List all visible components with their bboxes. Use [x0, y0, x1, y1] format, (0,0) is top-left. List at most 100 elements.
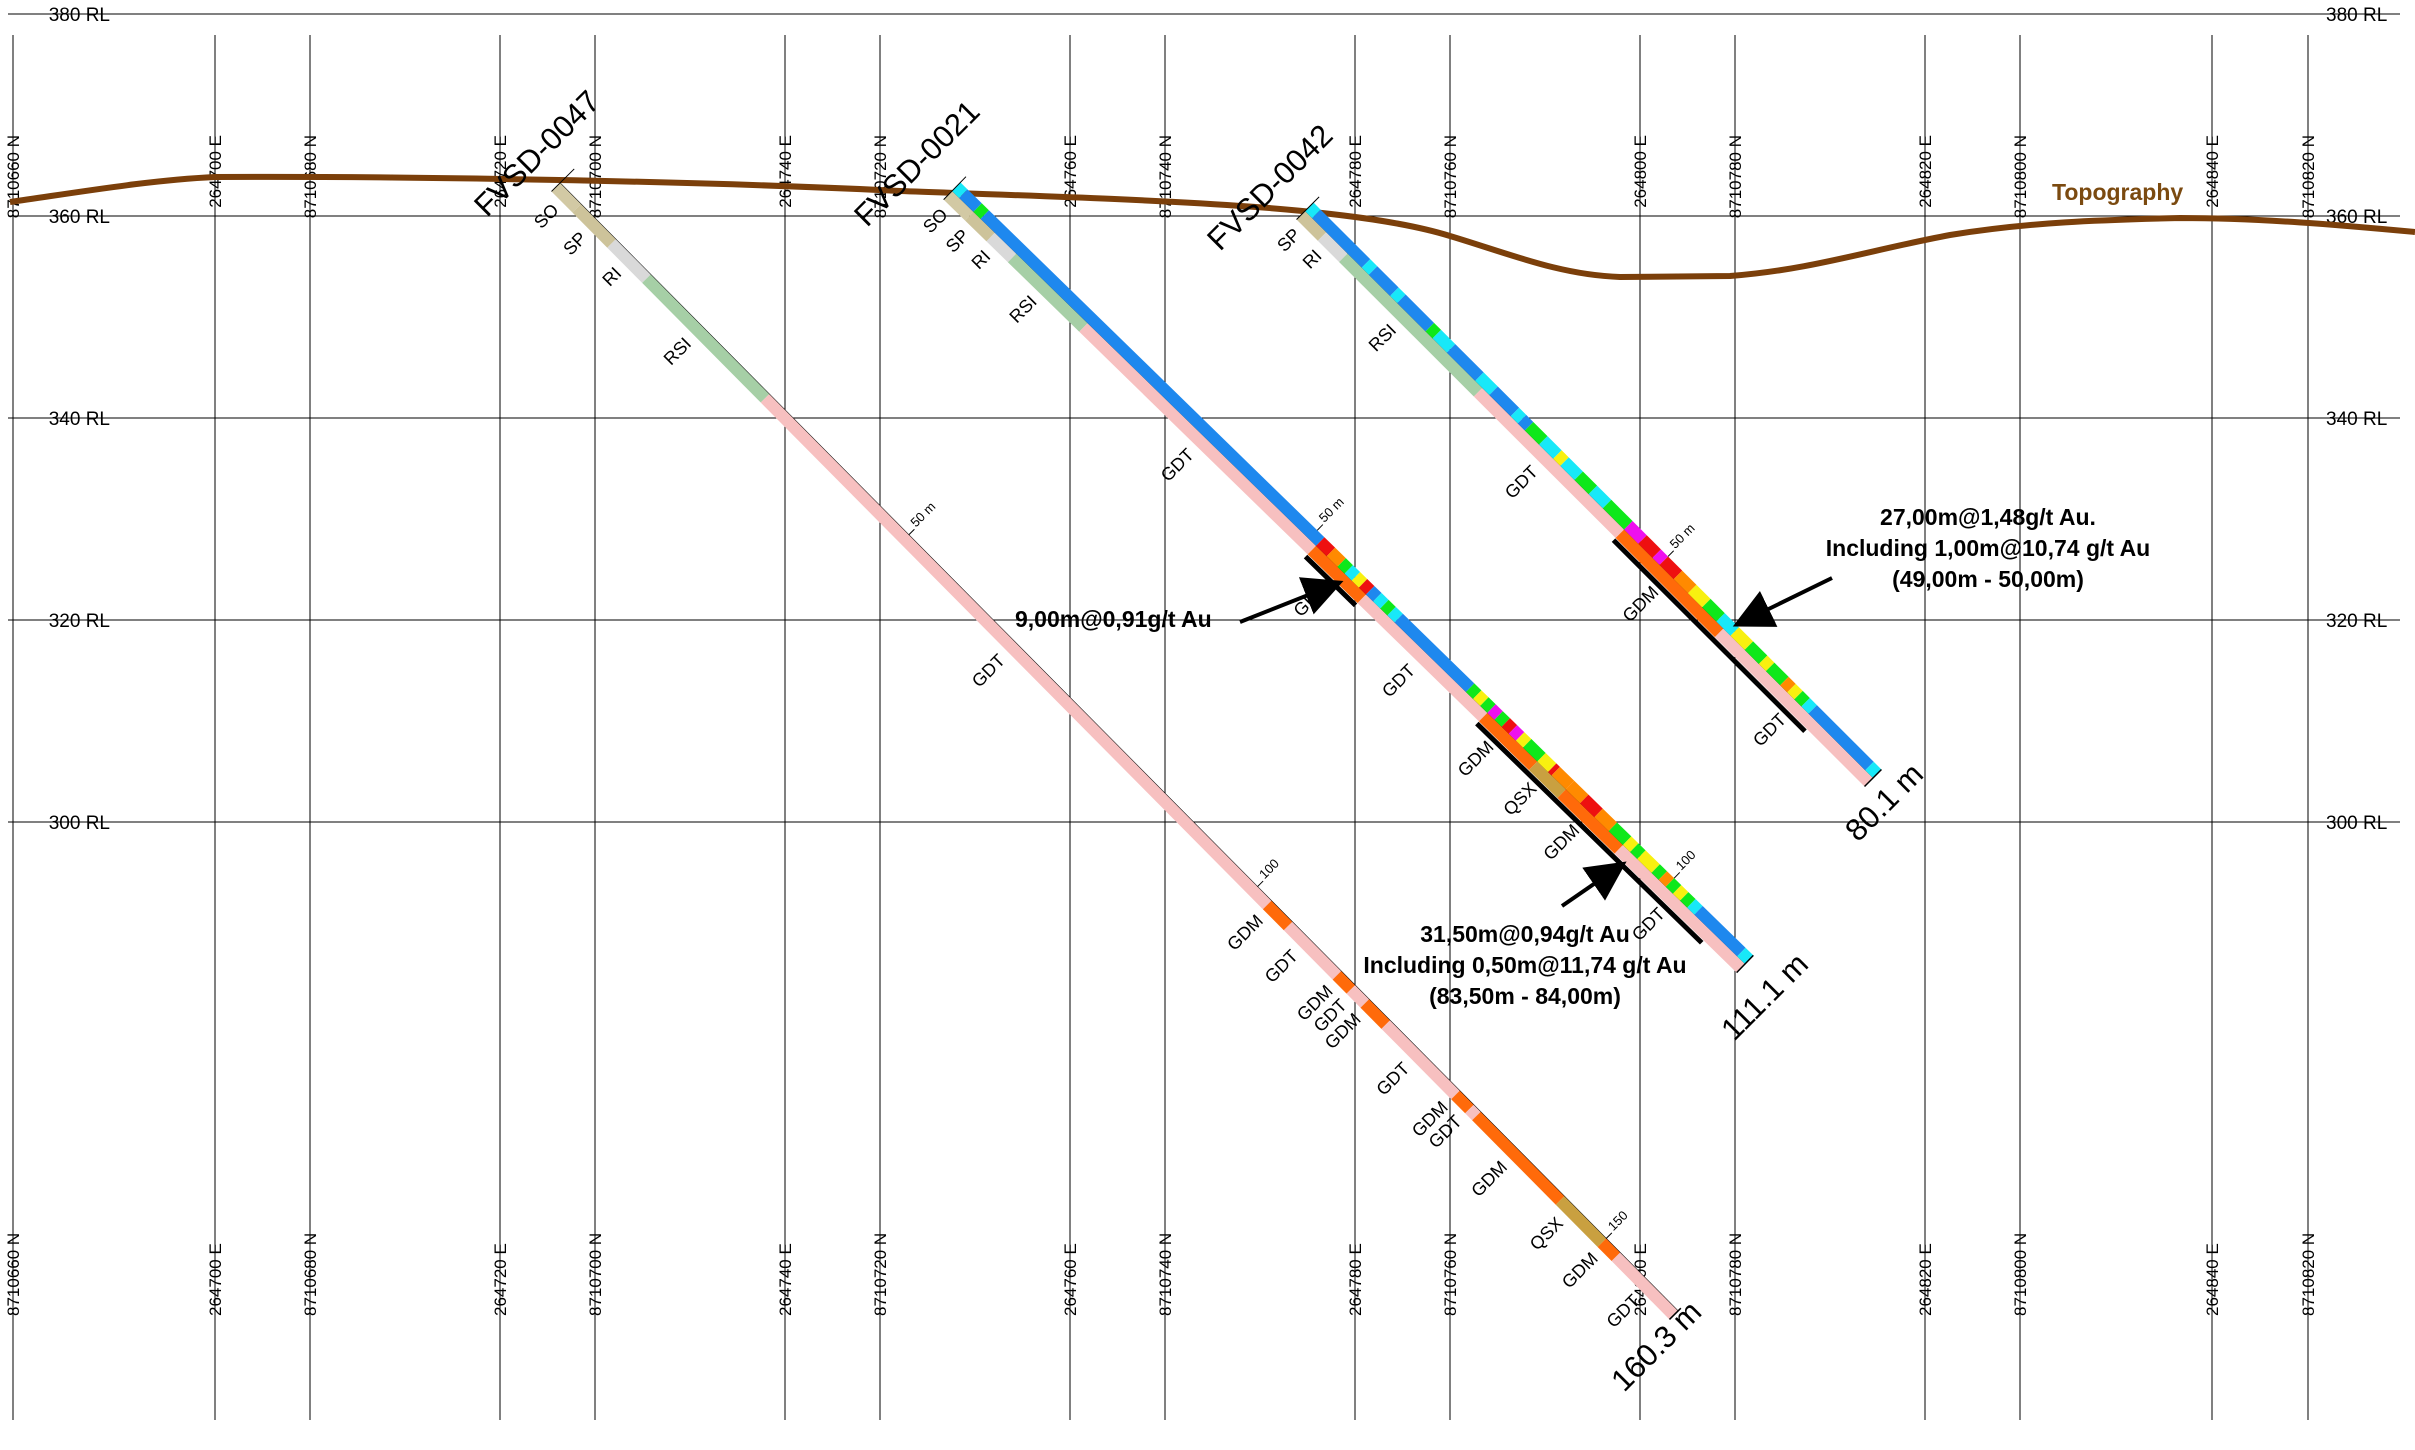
lithology-interval [1557, 789, 1623, 854]
lithology-interval [1079, 323, 1317, 555]
assay-interval [1446, 344, 1484, 381]
assay-interval [973, 203, 989, 219]
grid-coordinate-label: 264820 E [1916, 1243, 1935, 1316]
assay-annotations: 9,00m@0,91g/t Au 27,00m@1,48g/t Au. Incl… [1015, 504, 2150, 1009]
lithology-interval [986, 232, 1017, 263]
depth-tick-label: 150 [1605, 1208, 1631, 1234]
assay-interval [1547, 763, 1560, 776]
lithology-label: SO [919, 204, 952, 237]
grid-coordinate-label: 8710760 N [1441, 1233, 1460, 1316]
rl-label-right: 320 RL [2326, 611, 2387, 632]
depth-tick-label: 100 [1673, 847, 1699, 873]
grid-coordinate-label: 8710700 N [586, 1233, 605, 1316]
grid-coordinate-label: 8710740 N [1156, 135, 1175, 218]
grid-coordinate-label: 264840 E [2203, 135, 2222, 208]
lithology-label: GDT [1628, 904, 1669, 945]
lithology-label: RSI [660, 334, 695, 369]
grid-coordinate-label: 264820 E [1916, 135, 1935, 208]
rl-label-right: 300 RL [2326, 813, 2387, 834]
assay-interval [1551, 766, 1575, 790]
assay-interval [1515, 732, 1532, 748]
assay-interval [1637, 850, 1660, 873]
rl-label-left: 360 RL [49, 207, 110, 228]
assay-interval [1659, 556, 1683, 580]
assay-interval [1351, 572, 1368, 588]
lithology-label: GDM [1619, 582, 1663, 626]
assay-interval [1501, 718, 1518, 734]
depth-tick-label: 50 m [1667, 520, 1698, 551]
lithology-interval [551, 183, 581, 213]
assay-interval [1365, 585, 1382, 602]
assay-interval [1808, 705, 1874, 771]
lithology-label: GDM [1558, 1248, 1602, 1292]
lithology-label: RI [1299, 246, 1326, 273]
assay-interval [1316, 537, 1336, 557]
annotation-arrow [1732, 576, 1833, 627]
grid-coordinate-label: 264700 E [206, 1243, 225, 1316]
lithology-label: GDT [968, 650, 1009, 691]
lithology-interval [1283, 921, 1342, 980]
assay-interval [1358, 578, 1375, 595]
assay-interval [1425, 322, 1442, 339]
assay-interval [1508, 725, 1525, 741]
grid-coordinate-label: 8710660 N [4, 1233, 23, 1316]
lithology-interval [1296, 211, 1327, 241]
assay-interval [1337, 558, 1353, 574]
grid-coordinate-label: 8710800 N [2011, 135, 2030, 218]
grid-coordinate-label: 264760 E [1061, 135, 1080, 208]
rl-label-right: 340 RL [2326, 409, 2387, 430]
assay-interval [1602, 499, 1633, 530]
assay-interval [1865, 761, 1882, 778]
collar-tick [1296, 196, 1320, 220]
grid-coordinate-label: 8710820 N [2299, 1233, 2318, 1316]
lithology-interval [1317, 232, 1348, 262]
depth-tick [1257, 880, 1264, 888]
lithology-interval [1346, 985, 1370, 1008]
assay-interval [1737, 947, 1754, 964]
assay-interval [959, 189, 982, 212]
assay-interval [1765, 662, 1789, 686]
assay-interval [1694, 906, 1746, 957]
grid-coordinate-label: 264780 E [1346, 135, 1365, 208]
grid-coordinate-label: 264740 E [776, 135, 795, 208]
assay-interval [1487, 704, 1503, 720]
lithology-interval [1555, 1196, 1607, 1247]
topography-label: Topography [2052, 179, 2183, 205]
lithology-interval [1528, 761, 1566, 798]
lithology-label: SO [530, 200, 563, 233]
assay-interval [1622, 836, 1639, 852]
lithology-interval [1332, 971, 1356, 994]
assay-interval [1494, 711, 1510, 727]
annotation-line: (49,00m - 50,00m) [1892, 566, 2084, 592]
lithology-label: RSI [1365, 320, 1400, 355]
lithology-label: GDM [1223, 911, 1267, 955]
lithology-label: RI [598, 263, 625, 290]
lithology-label: GDT [1261, 946, 1302, 987]
rl-label-left: 340 RL [49, 409, 110, 430]
grid-coordinate-label: 8710720 N [871, 1233, 890, 1316]
assay-interval [1397, 294, 1435, 332]
assay-interval [1716, 613, 1739, 636]
grid-layer: 8710660 N 8710660 N 264700 E 264700 E 871068… [4, 35, 2318, 1420]
collar-tick [551, 168, 575, 192]
assay-interval [1787, 683, 1803, 700]
assay-interval [1673, 570, 1697, 594]
annotation-line: Including 1,00m@10,74 g/t Au [1826, 535, 2150, 561]
lithology-interval [1007, 253, 1088, 332]
lithology-label: SP [1273, 224, 1304, 255]
annotation-line: 31,50m@0,94g/t Au [1420, 921, 1630, 947]
assay-interval [1480, 697, 1496, 713]
depth-tick [1316, 524, 1324, 531]
lithology-interval [1307, 545, 1366, 604]
lithology-label: QSX [1499, 778, 1540, 819]
annotation-line: 27,00m@1,48g/t Au. [1880, 504, 2096, 530]
assay-interval [1801, 698, 1817, 714]
grid-coordinate-label: 8710720 N [871, 135, 890, 218]
collar-tick [943, 176, 967, 200]
grid-coordinate-label: 8710780 N [1726, 1233, 1745, 1316]
assay-interval [1651, 864, 1668, 880]
assay-interval [1780, 676, 1796, 693]
lithology-interval [760, 394, 1272, 910]
